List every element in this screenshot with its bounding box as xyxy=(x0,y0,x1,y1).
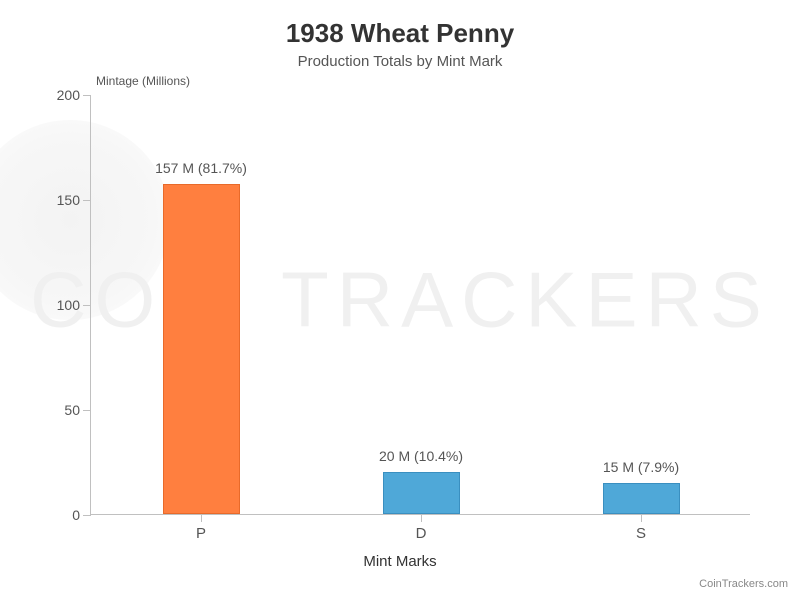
y-tick xyxy=(83,305,91,306)
bar-S xyxy=(603,483,680,515)
bar-P xyxy=(163,184,240,514)
x-tick-label: P xyxy=(196,525,206,542)
y-tick-label: 200 xyxy=(30,87,80,103)
bar-D xyxy=(383,472,460,514)
bar-label-D: 20 M (10.4%) xyxy=(379,448,463,464)
y-tick xyxy=(83,200,91,201)
yaxis-title: Mintage (Millions) xyxy=(96,74,190,88)
x-tick xyxy=(641,514,642,522)
bar-label-P: 157 M (81.7%) xyxy=(155,160,247,176)
x-tick xyxy=(421,514,422,522)
y-tick-label: 50 xyxy=(30,402,80,418)
xaxis-title: Mint Marks xyxy=(363,553,436,570)
x-tick xyxy=(201,514,202,522)
y-tick-label: 150 xyxy=(30,192,80,208)
y-tick-label: 100 xyxy=(30,297,80,313)
bar-label-S: 15 M (7.9%) xyxy=(603,459,679,475)
chart-container: 1938 Wheat Penny Production Totals by Mi… xyxy=(0,0,800,600)
x-tick-label: D xyxy=(416,525,427,542)
chart-title: 1938 Wheat Penny xyxy=(0,0,800,49)
y-tick xyxy=(83,95,91,96)
x-tick-label: S xyxy=(636,525,646,542)
chart-subtitle: Production Totals by Mint Mark xyxy=(0,49,800,70)
y-tick-label: 0 xyxy=(30,507,80,523)
credit-text: CoinTrackers.com xyxy=(699,578,788,590)
y-tick xyxy=(83,410,91,411)
y-tick xyxy=(83,515,91,516)
plot-area: 050100150200157 M (81.7%)P20 M (10.4%)D1… xyxy=(90,95,750,515)
